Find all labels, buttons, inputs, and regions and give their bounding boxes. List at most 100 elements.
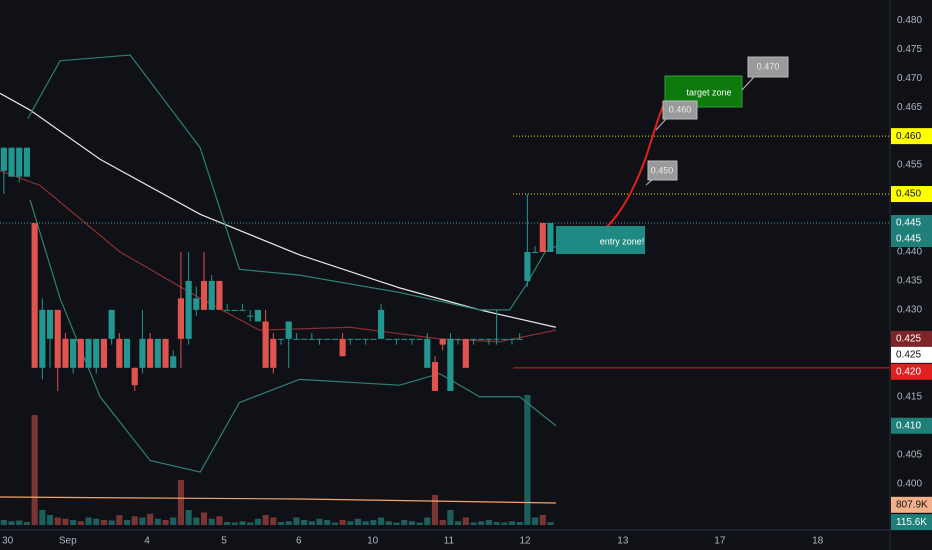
- volume-bar: [531, 517, 539, 525]
- volume-bar: [347, 521, 354, 525]
- candle-body: [200, 280, 208, 310]
- volume-bar: [200, 512, 208, 525]
- candle-body: [370, 338, 377, 340]
- y-tick-label: 0.440: [897, 247, 922, 258]
- candle-body: [162, 338, 169, 368]
- candle-body: [46, 309, 54, 339]
- volume-bar: [277, 522, 285, 525]
- volume-bar: [316, 518, 323, 525]
- candle-body: [62, 338, 69, 368]
- entry-zone: [556, 226, 645, 254]
- y-tick-label: 0.475: [897, 44, 922, 55]
- y-tick-label: 0.415: [897, 391, 922, 402]
- indicator-line: [29, 199, 557, 473]
- volume-bar: [385, 521, 392, 525]
- volume-bar: [131, 516, 138, 525]
- callout: [741, 56, 789, 91]
- volume-bar: [516, 522, 523, 525]
- x-tick-label: 10: [367, 536, 379, 547]
- candle-body: [262, 321, 269, 368]
- volume-bar: [16, 520, 23, 525]
- candle-body: [100, 338, 108, 368]
- candle-body: [247, 315, 254, 317]
- volume-bar: [70, 520, 77, 525]
- candle-body: [501, 338, 508, 340]
- price-badge: [891, 363, 932, 380]
- price-badge: [891, 514, 932, 531]
- candle-body: [493, 338, 500, 340]
- x-tick-label: 17: [714, 536, 726, 547]
- volume-bar: [470, 522, 477, 525]
- x-tick-label: 13: [617, 536, 629, 547]
- price-badge-label: 0.420: [896, 366, 921, 377]
- y-tick-label: 0.480: [897, 15, 922, 26]
- y-tick-label: 0.465: [897, 102, 922, 113]
- volume-bar: [324, 520, 331, 525]
- candle-body: [531, 251, 539, 253]
- volume-bar: [208, 518, 215, 525]
- volume-bar: [23, 522, 31, 525]
- y-tick-label: 0.435: [897, 276, 922, 287]
- volume-bar: [8, 521, 15, 525]
- entry-label: entry zone!: [600, 236, 645, 246]
- candle-body: [539, 223, 546, 252]
- volume-bar: [177, 480, 185, 525]
- callout: [655, 100, 698, 131]
- x-tick-label: 30: [2, 536, 14, 547]
- volume-bar: [270, 517, 277, 525]
- candle-body: [424, 338, 431, 368]
- candle-body: [393, 338, 400, 340]
- volume-bar: [254, 518, 261, 525]
- candle-body: [401, 338, 408, 340]
- price-badge-label: 807.9K: [896, 499, 928, 510]
- volume-bar: [547, 522, 554, 525]
- y-tick-label: 0.400: [897, 478, 922, 489]
- target-label: target zone: [686, 87, 731, 97]
- volume-bar: [224, 522, 231, 525]
- plot-area: [0, 54, 890, 525]
- candle-body: [131, 367, 138, 386]
- volume-bar: [154, 518, 161, 525]
- volume-bar: [431, 495, 439, 525]
- price-badge-label: 0.445: [896, 218, 921, 229]
- price-badge: [891, 496, 932, 513]
- candle-body: [108, 309, 115, 339]
- volume-bar: [301, 520, 308, 525]
- y-tick-label: 0.405: [897, 449, 922, 460]
- callout-label: 0.470: [757, 61, 780, 71]
- volume-bar: [308, 521, 315, 525]
- candle-body: [362, 338, 369, 340]
- candle-body: [508, 338, 516, 340]
- volume-bar: [85, 517, 92, 525]
- price-badge-label: 0.410: [896, 420, 921, 431]
- volume-bar: [108, 520, 115, 525]
- callout-label: 0.460: [669, 104, 692, 114]
- price-axis: [890, 0, 932, 550]
- candle-body: [416, 338, 423, 340]
- candle-body: [54, 309, 61, 368]
- price-badge-label: 115.6K: [896, 517, 927, 528]
- candle-body: [354, 338, 362, 340]
- x-tick-label: 12: [520, 536, 532, 547]
- y-tick-label: 0.455: [897, 160, 922, 171]
- candle-body: [339, 338, 346, 357]
- badge-layer: 0.460 0.450 0.445 0.445 0.425 0.425 0.420 0.410…: [891, 128, 932, 531]
- volume-bar: [262, 515, 269, 525]
- volume-bar: [54, 517, 61, 525]
- volume-bar: [424, 517, 431, 525]
- price-badge: [891, 346, 932, 363]
- x-tick-label: 5: [221, 536, 227, 547]
- volume-bar: [239, 521, 246, 525]
- price-badge: [891, 215, 932, 232]
- candle-body: [139, 338, 146, 368]
- candle-body: [85, 338, 92, 368]
- candle-body: [193, 298, 200, 310]
- volume-bar: [378, 517, 385, 525]
- price-badge-label: 0.445: [896, 234, 921, 245]
- candle-body: [231, 309, 238, 311]
- price-badge: [891, 330, 932, 347]
- indicator-line: [0, 92, 556, 328]
